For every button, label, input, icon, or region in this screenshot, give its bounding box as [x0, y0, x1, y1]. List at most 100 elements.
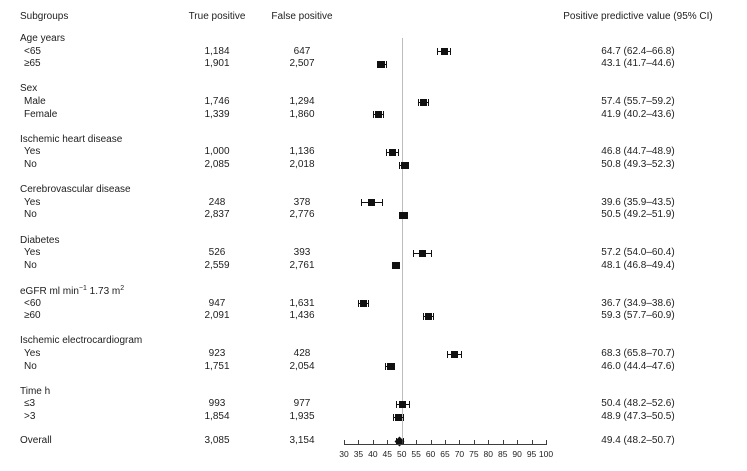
point-estimate-marker — [392, 262, 400, 270]
subgroup-group-label: Sex — [20, 83, 38, 95]
point-estimate-marker — [386, 363, 394, 371]
point-estimate-marker — [359, 300, 367, 308]
ppv-value: 41.9 (40.2–43.6) — [601, 108, 675, 120]
subgroup-item-label: Yes — [24, 146, 41, 158]
column-header-false-positive: False positive — [271, 11, 333, 22]
true-positive-value: 1,184 — [204, 45, 230, 57]
point-estimate-marker — [399, 211, 407, 219]
ci-cap-low — [393, 413, 395, 421]
x-axis-tick — [416, 440, 418, 444]
true-positive-value: 1,746 — [204, 96, 230, 107]
ppv-value: 48.9 (47.3–50.5) — [601, 411, 675, 422]
ppv-value: 43.1 (41.7–44.6) — [601, 58, 675, 70]
ci-cap-low — [372, 111, 374, 119]
subgroup-item-label: No — [24, 159, 37, 170]
false-positive-value: 977 — [293, 398, 311, 410]
x-axis-tick — [430, 440, 432, 444]
false-positive-value: 2,776 — [289, 209, 315, 221]
subgroup-group-label: eGFR ml min−1 1.73 m2 — [20, 284, 125, 298]
ppv-value: 50.5 (49.2–51.9) — [601, 209, 675, 221]
x-axis-tick-label: 85 — [497, 448, 508, 459]
subgroup-group-label: Ischemic electrocardiogram — [20, 335, 143, 347]
x-axis-tick-label: 70 — [454, 448, 465, 459]
x-axis-tick-label: 75 — [469, 448, 479, 459]
subgroup-item-label: Yes — [24, 247, 41, 259]
true-positive-value: 923 — [208, 348, 226, 359]
true-positive-value: 248 — [208, 196, 226, 208]
true-positive-value: 947 — [208, 297, 226, 309]
true-positive-value: 1,339 — [204, 108, 230, 120]
false-positive-value: 1,436 — [289, 310, 315, 322]
ppv-value: 39.6 (35.9–43.5) — [601, 196, 675, 208]
ci-cap-high — [399, 262, 401, 270]
point-estimate-marker — [440, 48, 448, 56]
false-positive-value: 1,631 — [289, 297, 315, 309]
true-positive-value: 2,085 — [204, 159, 230, 170]
ci-cap-high — [394, 363, 396, 371]
point-estimate-marker — [451, 350, 459, 358]
ppv-value: 64.7 (62.4–66.8) — [601, 45, 675, 57]
x-axis-tick — [401, 440, 403, 444]
ci-cap-low — [412, 249, 414, 257]
ppv-value: 57.2 (54.0–60.4) — [601, 247, 675, 259]
subgroup-item-label: Male — [24, 96, 46, 107]
point-estimate-marker — [368, 199, 376, 207]
x-axis-tick-label: 100 — [538, 448, 554, 459]
ci-cap-high — [427, 98, 429, 106]
ppv-value: 46.0 (44.4–47.6) — [601, 360, 675, 372]
x-axis-tick-label: 95 — [526, 448, 537, 459]
true-positive-value: 3,085 — [204, 435, 230, 446]
point-estimate-marker — [400, 161, 408, 169]
subgroup-group-label: Diabetes — [20, 234, 60, 246]
ci-cap-high — [398, 148, 400, 156]
x-axis-tick-label: 90 — [512, 448, 522, 459]
false-positive-value: 2,761 — [289, 259, 315, 271]
reference-line-50 — [402, 38, 403, 444]
subgroup-item-label: Yes — [24, 196, 41, 208]
ppv-value: 68.3 (65.8–70.7) — [601, 348, 675, 359]
true-positive-value: 993 — [208, 398, 226, 410]
ci-cap-high — [385, 60, 387, 68]
false-positive-value: 428 — [293, 348, 311, 359]
ci-cap-high — [449, 48, 451, 56]
true-positive-value: 1,751 — [204, 360, 230, 372]
x-axis-tick — [546, 440, 547, 444]
true-positive-value: 2,091 — [204, 310, 230, 322]
point-estimate-marker — [374, 111, 382, 119]
subgroup-item-label: No — [24, 259, 37, 271]
x-axis-tick — [445, 440, 446, 444]
subgroup-group-label: Age years — [20, 33, 66, 44]
x-axis-tick-label: 30 — [339, 448, 349, 459]
x-axis-tick — [502, 440, 504, 444]
x-axis-tick-label: 35 — [353, 448, 364, 459]
ppv-value: 48.1 (46.8–49.4) — [601, 259, 675, 271]
x-axis-tick-label: 55 — [411, 448, 421, 459]
ci-cap-low — [385, 148, 387, 156]
x-axis-tick-label: 50 — [396, 448, 407, 459]
subgroup-group-label: Cerebrovascular disease — [20, 184, 131, 196]
x-axis-tick — [358, 440, 360, 444]
false-positive-value: 2,054 — [289, 360, 315, 372]
point-estimate-marker — [425, 312, 433, 320]
ci-cap-low — [391, 262, 393, 270]
subgroup-item-label: Female — [24, 108, 58, 120]
x-axis-tick — [517, 440, 519, 444]
ci-cap-high — [382, 111, 384, 119]
ci-cap-low — [436, 48, 438, 56]
point-estimate-marker — [395, 413, 403, 421]
x-axis-tick-label: 40 — [368, 448, 378, 459]
x-axis-tick — [459, 440, 461, 444]
true-positive-value: 2,559 — [204, 259, 230, 271]
ci-cap-low — [357, 300, 359, 308]
ci-cap-low — [377, 60, 379, 68]
true-positive-value: 1,854 — [204, 411, 230, 422]
subgroup-item-label: ≤3 — [24, 398, 36, 410]
x-axis-tick-label: 65 — [440, 448, 450, 459]
false-positive-value: 1,935 — [289, 411, 315, 422]
subgroup-item-label: No — [24, 360, 37, 372]
point-estimate-marker — [419, 98, 427, 106]
column-header-subgroups: Subgroups — [20, 11, 69, 22]
ci-cap-low — [417, 98, 419, 106]
ci-cap-low — [446, 350, 448, 358]
